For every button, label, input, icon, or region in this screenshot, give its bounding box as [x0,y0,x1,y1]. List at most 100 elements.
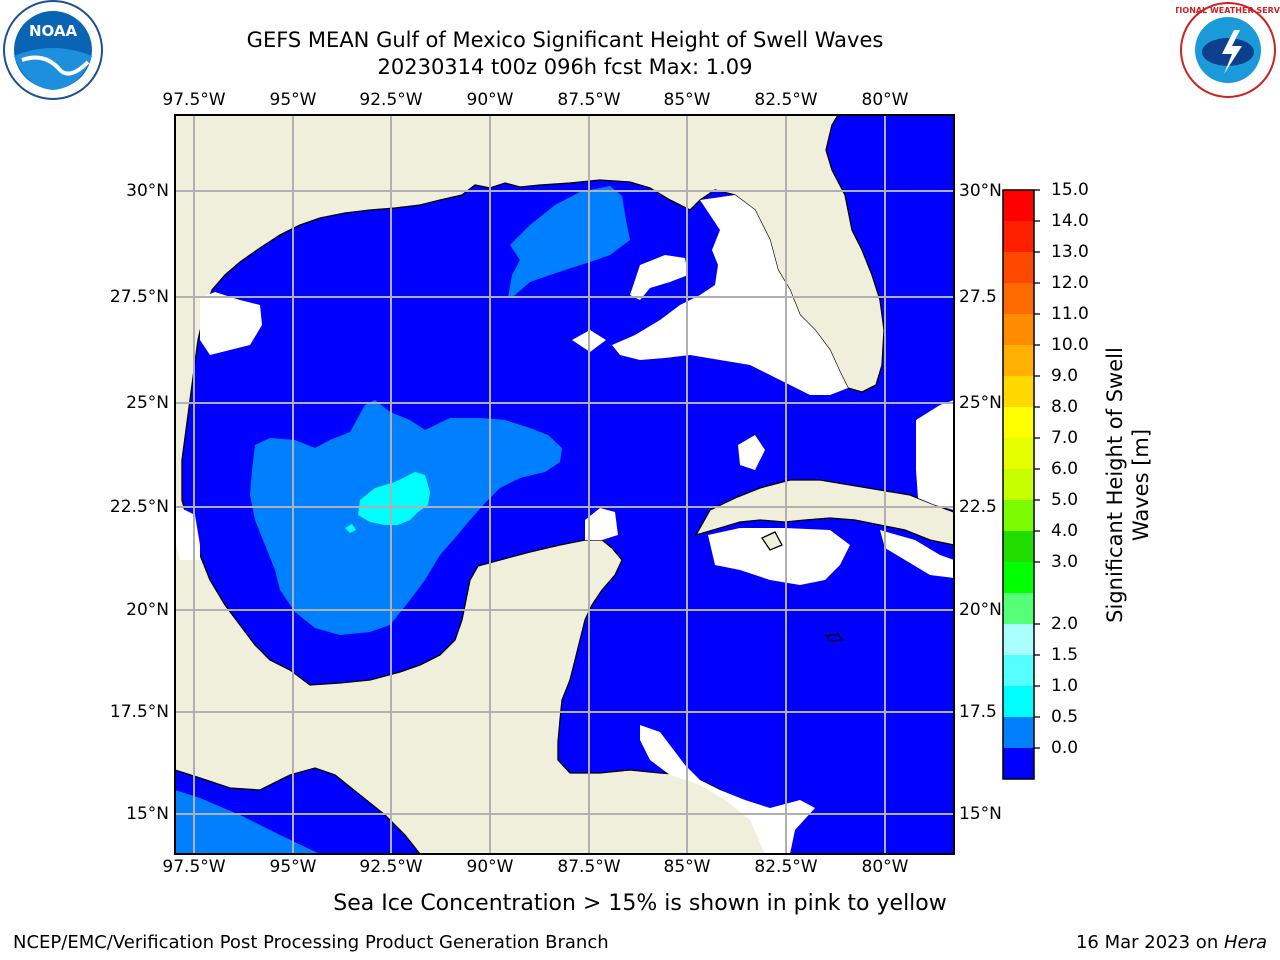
lat-label-left-22.5n: 22.5°N [109,497,169,517]
lon-label-top-82.5w: 82.5°W [754,90,818,110]
colorbar-tick-label: 14.0 [1051,211,1089,231]
colorbar-tick-label: 15.0 [1051,180,1089,200]
swell-mid-north [508,186,630,298]
footer-date: 16 Mar 2023 on Hera [1076,932,1267,953]
island-jamaica [824,633,844,642]
colorbar-segment [1003,500,1034,532]
colorbar-segment [1003,686,1034,718]
lon-label-bottom-95w: 95°W [269,857,317,877]
masked-area-small-3 [738,435,765,470]
colorbar-segment [1003,624,1034,656]
colorbar-segment [1003,562,1034,594]
map-title: GEFS MEAN Gulf of Mexico Significant Hei… [246,28,884,52]
colorbar-tick-label: 3.0 [1051,552,1079,572]
sea-ice-note: Sea Ice Concentration > 15% is shown in … [333,891,947,916]
nws-logo-text: NATIONAL WEATHER SERVICE [1176,6,1280,15]
colorbar-segment [1003,469,1034,501]
colorbar-tick-label: 7.0 [1051,428,1079,448]
lat-label-left-17.5n: 17.5°N [109,702,169,722]
masked-area-honduras [640,725,815,854]
colorbar-tick-label: 4.0 [1051,521,1079,541]
colorbar-segment [1003,376,1034,408]
lat-label-right-17.5n: 17.5 [959,702,997,722]
colorbar-segment [1003,407,1034,439]
lon-label-top-80w: 80°W [861,90,909,110]
lon-label-top-87.5w: 87.5°W [557,90,621,110]
lon-label-bottom-85w: 85°W [663,857,711,877]
masked-area-cuba-east [880,530,954,578]
colorbar-segment [1003,283,1034,315]
island-isle-of-youth [761,531,783,551]
masked-area-cuba-south [708,528,850,585]
map-frame [174,114,955,855]
masked-area-florida-west [612,195,848,395]
colorbar-tick-label: 5.0 [1051,490,1079,510]
lat-label-right-15n: 15°N [959,804,1002,824]
colorbar-frame [1002,189,1035,780]
colorbar-segment [1003,314,1034,346]
colorbar [1003,189,1040,780]
lat-label-right-22.5n: 22.5 [959,497,997,517]
noaa-logo: NOAA [3,0,103,100]
swell-high-speck [345,524,356,533]
masked-area-yucatan-tip [585,508,618,540]
colorbar-tick-label: 1.0 [1051,676,1079,696]
lon-label-bottom-92.5w: 92.5°W [359,857,423,877]
lon-label-top-92.5w: 92.5°W [359,90,423,110]
footer-date-text: 16 Mar 2023 on [1075,932,1224,953]
colorbar-segment [1003,221,1034,253]
colorbar-segment [1003,438,1034,470]
lat-label-left-15n: 15°N [126,804,169,824]
colorbar-segment [1003,593,1034,625]
footer-credit: NCEP/EMC/Verification Post Processing Pr… [13,932,609,953]
colorbar-segment [1003,748,1034,780]
lat-label-right-27.5n: 27.5 [959,287,997,307]
colorbar-tick-label: 0.0 [1051,738,1079,758]
swell-high-core [358,472,430,525]
land-cuba [694,479,954,546]
colorbar-tick-label: 9.0 [1051,366,1079,386]
colorbar-tick-label: 0.5 [1051,707,1079,727]
lon-label-bottom-82.5w: 82.5°W [754,857,818,877]
colorbar-tick-label: 1.5 [1051,645,1079,665]
nws-logo: NATIONAL WEATHER SERVICE [1176,2,1280,98]
colorbar-label: Significant Height of Swell Waves [m] [1103,347,1153,623]
colorbar-segment [1003,531,1034,563]
lat-label-right-30n: 30°N [959,181,1002,201]
grid-lines [175,115,954,854]
colorbar-tick-label: 10.0 [1051,335,1089,355]
lon-label-bottom-87.5w: 87.5°W [557,857,621,877]
swell-mid-pacific-patch [175,790,320,854]
lon-label-top-97.5w: 97.5°W [162,90,226,110]
colorbar-segment [1003,717,1034,749]
noaa-logo-text: NOAA [29,22,78,40]
footer-host: Hera [1223,932,1267,953]
lat-label-right-20n: 20°N [959,600,1002,620]
lon-label-bottom-80w: 80°W [861,857,909,877]
colorbar-segment [1003,252,1034,284]
map-subtitle: 20230314 t00z 096h fcst Max: 1.09 [377,55,753,79]
colorbar-tick-label: 11.0 [1051,304,1089,324]
colorbar-segment [1003,345,1034,377]
lon-label-top-95w: 95°W [269,90,317,110]
colorbar-segment [1003,190,1034,222]
masked-area-texas-bay [200,292,262,355]
colorbar-tick-label: 8.0 [1051,397,1079,417]
lon-label-top-90w: 90°W [466,90,514,110]
lat-label-right-25n: 25°N [959,393,1002,413]
lon-label-top-85w: 85°W [663,90,711,110]
lat-label-left-25n: 25°N [126,393,169,413]
lat-label-left-20n: 20°N [126,600,169,620]
colorbar-tick-label: 2.0 [1051,614,1079,634]
lat-label-left-27.5n: 27.5°N [109,287,169,307]
lon-label-bottom-90w: 90°W [466,857,514,877]
lat-label-left-30n: 30°N [126,181,169,201]
colorbar-segment [1003,655,1034,687]
masked-area-small-1 [630,255,688,300]
masked-area-bahamas [916,400,954,510]
colorbar-tick-label: 6.0 [1051,459,1079,479]
lon-label-bottom-97.5w: 97.5°W [162,857,226,877]
colorbar-tick-label: 12.0 [1051,273,1089,293]
colorbar-tick-label: 13.0 [1051,242,1089,262]
